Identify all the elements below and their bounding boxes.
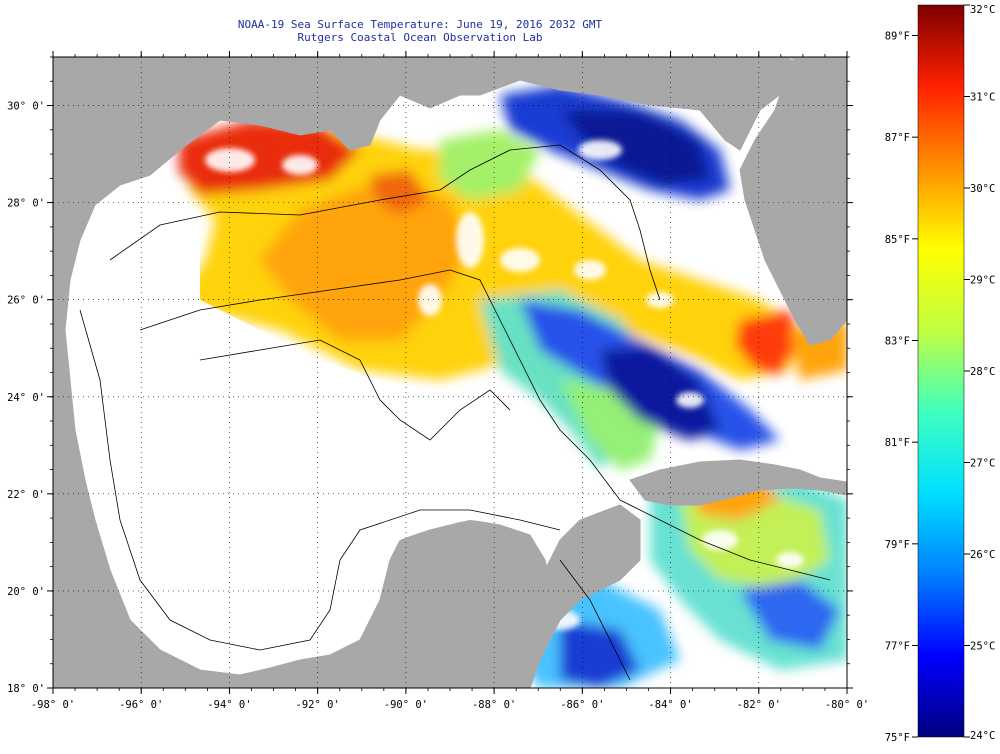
colorbar-fahrenheit-label: 77°F [885, 641, 910, 653]
lon-tick-label: -94° 0' [207, 699, 251, 711]
latitude-axis: 30° 0' 28° 0' 26° 0' 24° 0' 22° 0' 20° 0' 18° … [7, 56, 853, 695]
sst-field [178, 85, 847, 688]
lat-tick-label: 28° 0' [7, 198, 45, 210]
lon-tick-label: -92° 0' [296, 699, 340, 711]
colorbar-celsius-label: 31°C [970, 92, 995, 104]
colorbar-fahrenheit-label: 87°F [885, 132, 910, 144]
colorbar-fahrenheit-label: 85°F [885, 234, 910, 246]
colorbar-fahrenheit-scale: 89°F 87°F 85°F 83°F 81°F 79°F 77°F 75°F [885, 31, 918, 744]
colorbar-fahrenheit-label: 75°F [885, 732, 910, 744]
colorbar-celsius-scale: 32°C 31°C 30°C 29°C 28°C 27°C 26°C 25°C 24°C [964, 4, 995, 742]
colorbar-fahrenheit-label: 79°F [885, 539, 910, 551]
lon-tick-label: -96° 0' [119, 699, 163, 711]
colorbar-celsius-label: 32°C [970, 4, 995, 16]
lat-tick-label: 18° 0' [7, 683, 45, 695]
lat-tick-label: 26° 0' [7, 295, 45, 307]
colorbar-fahrenheit-label: 81°F [885, 437, 910, 449]
lat-tick-label: 30° 0' [7, 101, 45, 113]
map-subtitle: Rutgers Coastal Ocean Observation Lab [297, 31, 543, 44]
colorbar-celsius-label: 29°C [970, 275, 995, 287]
colorbar [917, 4, 965, 738]
colorbar-celsius-label: 27°C [970, 458, 995, 470]
colorbar-celsius-label: 28°C [970, 366, 995, 378]
lat-tick-label: 22° 0' [7, 489, 45, 501]
lon-tick-label: -84° 0' [648, 699, 692, 711]
cloud-mask [205, 140, 804, 630]
colorbar-celsius-label: 30°C [970, 183, 995, 195]
lon-tick-label: -98° 0' [31, 699, 75, 711]
graticule [53, 57, 847, 688]
colorbar-fahrenheit-label: 83°F [885, 336, 910, 348]
lon-tick-label: -90° 0' [384, 699, 428, 711]
colorbar-celsius-label: 25°C [970, 641, 995, 653]
colorbar-fahrenheit-label: 89°F [885, 31, 910, 43]
colorbar-celsius-label: 24°C [970, 730, 995, 742]
lon-tick-label: -86° 0' [560, 699, 604, 711]
lat-tick-label: 24° 0' [7, 392, 45, 404]
gulf-interior [80, 215, 560, 672]
colorbar-celsius-label: 26°C [970, 549, 995, 561]
longitude-axis: -98° 0' -96° 0' -94° 0' -92° 0' -90° 0' -88° … [31, 51, 869, 711]
map-title: NOAA-19 Sea Surface Temperature: June 19… [237, 18, 603, 31]
land [53, 57, 847, 688]
lat-tick-label: 20° 0' [7, 586, 45, 598]
lon-tick-label: -80° 0' [825, 699, 869, 711]
lon-tick-label: -82° 0' [737, 699, 781, 711]
lon-tick-label: -88° 0' [472, 699, 516, 711]
bathymetry-contours [79, 144, 831, 681]
